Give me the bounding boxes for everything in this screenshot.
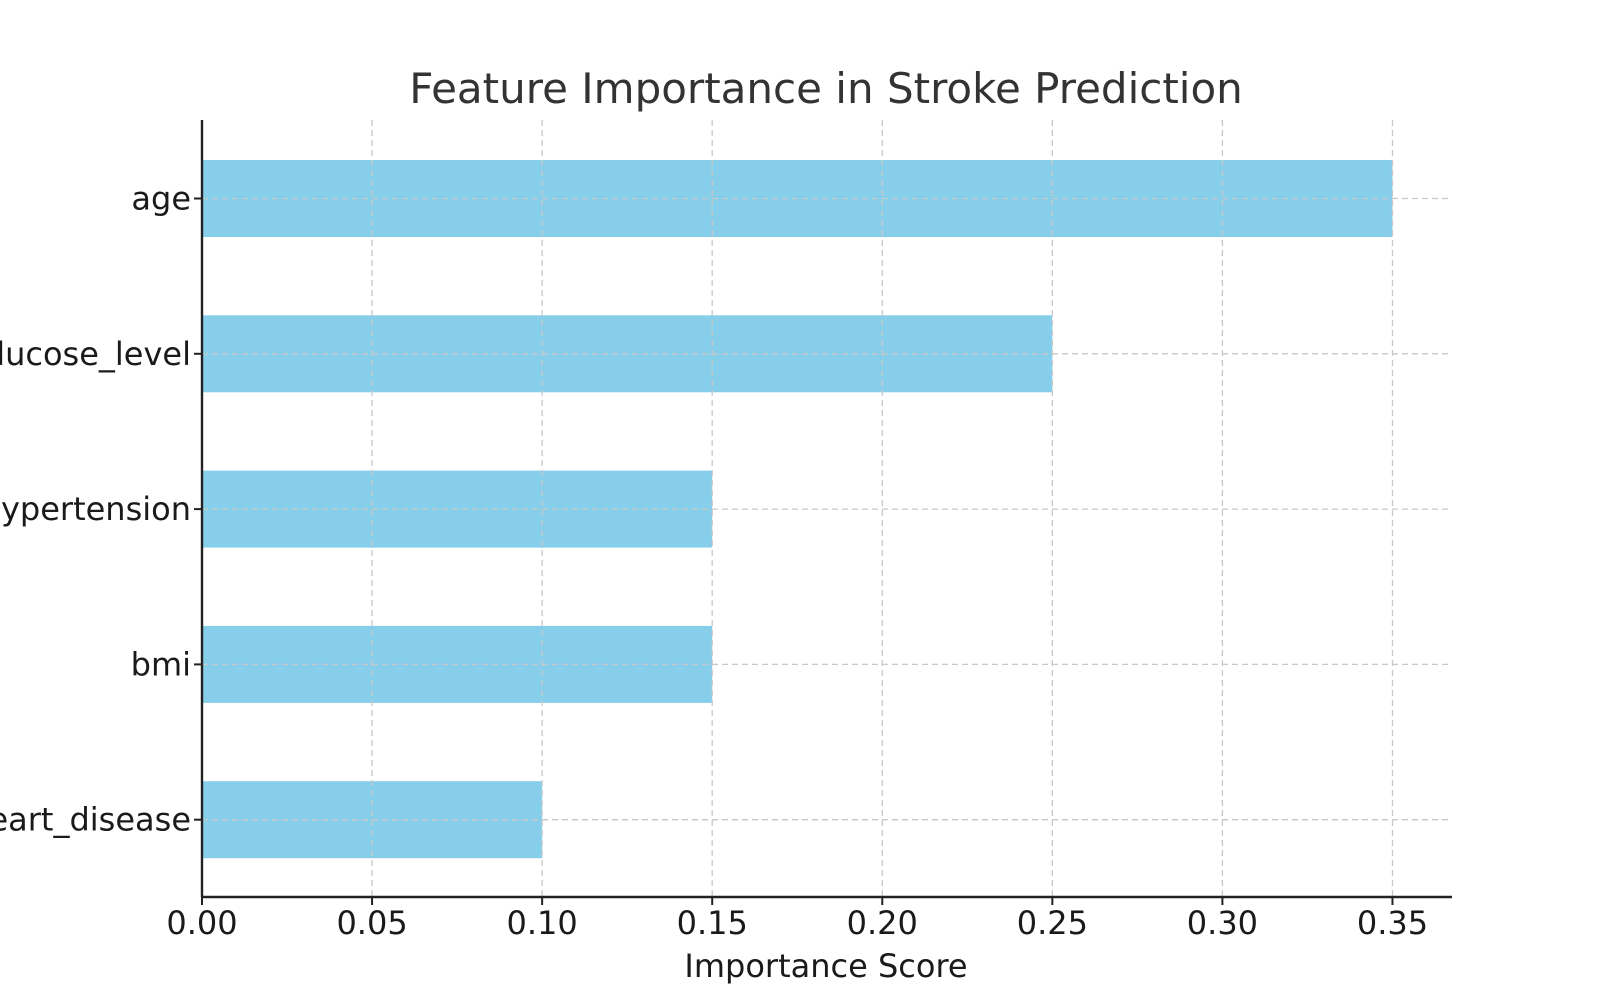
- y-tick-label: age: [131, 180, 191, 218]
- y-tick-label: avg_glucose_level: [0, 335, 191, 373]
- x-tick-label: 0.30: [1187, 904, 1258, 942]
- y-tick-label: bmi: [131, 645, 191, 683]
- bar-layer: [202, 120, 1452, 897]
- x-tick-label: 0.35: [1357, 904, 1428, 942]
- chart-title: Feature Importance in Stroke Prediction: [409, 64, 1243, 113]
- x-tick-label: 0.05: [336, 904, 407, 942]
- y-tick-label: hypertension: [0, 490, 191, 528]
- x-tick-label: 0.20: [847, 904, 918, 942]
- x-tick-label: 0.15: [677, 904, 748, 942]
- x-tick-label: 0.00: [166, 904, 237, 942]
- x-tick-label: 0.25: [1017, 904, 1088, 942]
- x-tick-label: 0.10: [507, 904, 578, 942]
- y-tick-label: heart_disease: [0, 801, 191, 839]
- x-axis-title: Importance Score: [684, 947, 967, 985]
- axis-layer: 0.00 0.05 0.10 0.15 0.20 0.25 0.30 0.35 age avg_g…: [0, 120, 1452, 942]
